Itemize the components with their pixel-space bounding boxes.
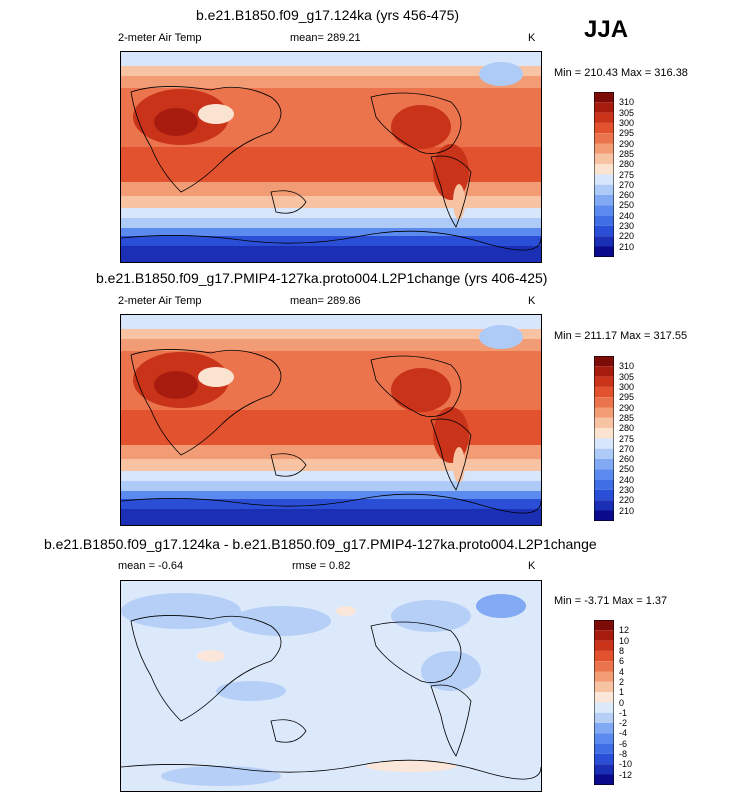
panel1-mean-label: mean= 289.21 xyxy=(290,32,361,44)
colorbar-tick-label: 305 xyxy=(619,371,635,382)
colorbar-tick-label: -10 xyxy=(619,759,633,770)
colorbar-tick-label: 285 xyxy=(619,148,635,159)
colorbar-tick-label: 260 xyxy=(619,454,635,465)
colorbar-tick-label: 210 xyxy=(619,505,635,516)
colorbar-tick-label: 275 xyxy=(619,433,635,444)
colorbar-tick-label: -8 xyxy=(619,749,628,760)
colorbar-tick-label: 4 xyxy=(619,666,625,677)
colorbar-tick-label: 295 xyxy=(619,128,635,139)
colorbar-tick-label: 280 xyxy=(619,159,635,170)
colorbar-tick-label: 220 xyxy=(619,231,635,242)
season-label: JJA xyxy=(584,16,629,43)
colorbar-tick-label: 6 xyxy=(619,656,625,667)
panel1-map xyxy=(120,51,542,263)
colorbar-tick-label: 290 xyxy=(619,138,635,149)
colorbar-tick-label: 275 xyxy=(619,169,635,180)
panel3-unit-label: K xyxy=(528,560,536,572)
colorbar-tick-label: 0 xyxy=(619,697,625,708)
panel1-minmax: Min = 210.43 Max = 316.38 xyxy=(554,67,688,79)
colorbar-tick-label: 295 xyxy=(619,392,635,403)
panel2-mean-label: mean= 289.86 xyxy=(290,295,361,307)
colorbar-tick-label: 270 xyxy=(619,179,635,190)
colorbar-tick-label: 1 xyxy=(619,687,625,698)
colorbar-tick-label: 8 xyxy=(619,645,625,656)
panel2-title: b.e21.B1850.f09_g17.PMIP4-127ka.proto004… xyxy=(96,270,548,286)
colorbar-tick-label: 10 xyxy=(619,635,630,646)
colorbar-tick-label: 280 xyxy=(619,423,635,434)
colorbar-tick-label: 285 xyxy=(619,412,635,423)
colorbar-tick-label: 230 xyxy=(619,221,635,232)
panel2-minmax: Min = 211.17 Max = 317.55 xyxy=(554,330,688,342)
colorbar-tick-label: 12 xyxy=(619,625,630,636)
colorbar-tick-label: 300 xyxy=(619,381,635,392)
colorbar-tick-label: 290 xyxy=(619,402,635,413)
colorbar-tick-label: 250 xyxy=(619,200,635,211)
panel3-mean-label: mean = -0.64 xyxy=(118,560,184,572)
colorbar-tick-label: 310 xyxy=(619,97,635,108)
panel3-title: b.e21.B1850.f09_g17.124ka - b.e21.B1850.… xyxy=(44,536,597,552)
colorbar-tick-label: 2 xyxy=(619,676,625,687)
panel3-minmax: Min = -3.71 Max = 1.37 xyxy=(554,595,668,607)
panel2-unit-label: K xyxy=(528,295,536,307)
colorbar-tick-label: 310 xyxy=(619,361,635,372)
panel3-rmse-label: rmse = 0.82 xyxy=(292,560,351,572)
panel1-colorbar xyxy=(594,92,614,257)
colorbar-tick-label: 230 xyxy=(619,485,635,496)
panel3-colorbar xyxy=(594,620,614,785)
panel2-map xyxy=(120,314,542,526)
colorbar-tick-label: 210 xyxy=(619,241,635,252)
colorbar-tick-label: 250 xyxy=(619,464,635,475)
colorbar-tick-label: -2 xyxy=(619,718,628,729)
colorbar-tick-label: -12 xyxy=(619,769,633,780)
colorbar-tick-label: -1 xyxy=(619,707,628,718)
panel1-variable-label: 2-meter Air Temp xyxy=(118,32,202,44)
colorbar-tick-label: 260 xyxy=(619,190,635,201)
colorbar-tick-label: 240 xyxy=(619,210,635,221)
colorbar-tick-label: 270 xyxy=(619,443,635,454)
panel3-map xyxy=(120,580,542,792)
panel2-colorbar xyxy=(594,356,614,521)
colorbar-tick-label: 300 xyxy=(619,117,635,128)
colorbar-tick-label: 305 xyxy=(619,107,635,118)
colorbar-tick-label: -4 xyxy=(619,728,628,739)
panel2-variable-label: 2-meter Air Temp xyxy=(118,295,202,307)
colorbar-tick-label: 220 xyxy=(619,495,635,506)
colorbar-tick-label: 240 xyxy=(619,474,635,485)
colorbar-tick-label: -6 xyxy=(619,738,628,749)
panel1-title: b.e21.B1850.f09_g17.124ka (yrs 456-475) xyxy=(196,7,460,23)
panel1-unit-label: K xyxy=(528,32,536,44)
